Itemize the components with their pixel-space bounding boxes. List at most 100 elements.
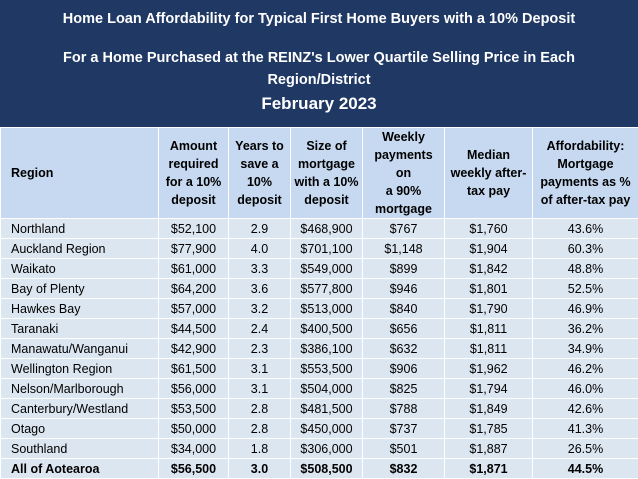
value-cell: $1,794 — [445, 379, 533, 399]
header-line: payments on — [365, 146, 442, 182]
value-cell: 2.4 — [229, 319, 291, 339]
value-cell: $832 — [363, 459, 445, 479]
value-cell: 41.3% — [533, 419, 638, 439]
header-line: Amount — [161, 137, 226, 155]
value-cell: 2.8 — [229, 419, 291, 439]
value-cell: $50,000 — [159, 419, 229, 439]
value-cell: $468,900 — [291, 219, 363, 239]
value-cell: $767 — [363, 219, 445, 239]
value-cell: $61,000 — [159, 259, 229, 279]
value-cell: 46.2% — [533, 359, 638, 379]
region-cell: Otago — [1, 419, 159, 439]
value-cell: $44,500 — [159, 319, 229, 339]
value-cell: $1,962 — [445, 359, 533, 379]
region-cell: Manawatu/Wanganui — [1, 339, 159, 359]
value-cell: 36.2% — [533, 319, 638, 339]
value-cell: $1,887 — [445, 439, 533, 459]
value-cell: 3.2 — [229, 299, 291, 319]
value-cell: $77,900 — [159, 239, 229, 259]
value-cell: $501 — [363, 439, 445, 459]
value-cell: $899 — [363, 259, 445, 279]
value-cell: $34,000 — [159, 439, 229, 459]
value-cell: $400,500 — [291, 319, 363, 339]
region-cell: All of Aotearoa — [1, 459, 159, 479]
column-header: Region — [1, 128, 159, 219]
region-cell: Southland — [1, 439, 159, 459]
subtitle: Region/District — [0, 69, 638, 91]
value-cell: 26.5% — [533, 439, 638, 459]
header-line: Region — [11, 164, 156, 182]
header-line: weekly after- — [447, 164, 530, 182]
value-cell: $504,000 — [291, 379, 363, 399]
region-cell: Canterbury/Westland — [1, 399, 159, 419]
region-cell: Waikato — [1, 259, 159, 279]
value-cell: $840 — [363, 299, 445, 319]
value-cell: $701,100 — [291, 239, 363, 259]
value-cell: $1,811 — [445, 319, 533, 339]
value-cell: $737 — [363, 419, 445, 439]
value-cell: 52.5% — [533, 279, 638, 299]
value-cell: $42,900 — [159, 339, 229, 359]
value-cell: $57,000 — [159, 299, 229, 319]
value-cell: $656 — [363, 319, 445, 339]
header: Home Loan Affordability for Typical Firs… — [0, 0, 638, 127]
region-cell: Northland — [1, 219, 159, 239]
header-line: for a 10% — [161, 173, 226, 191]
value-cell: $1,785 — [445, 419, 533, 439]
value-cell: 43.6% — [533, 219, 638, 239]
header-line: mortgage — [365, 200, 442, 218]
value-cell: $450,000 — [291, 419, 363, 439]
value-cell: $386,100 — [291, 339, 363, 359]
value-cell: $1,801 — [445, 279, 533, 299]
region-cell: Hawkes Bay — [1, 299, 159, 319]
title: Home Loan Affordability for Typical Firs… — [0, 9, 638, 29]
header-line: payments as % — [535, 173, 636, 191]
value-cell: 2.9 — [229, 219, 291, 239]
date: February 2023 — [0, 91, 638, 117]
value-cell: 1.8 — [229, 439, 291, 459]
header-line: of after-tax pay — [535, 191, 636, 209]
header-line: deposit — [231, 191, 288, 209]
header-line: Size of — [293, 137, 360, 155]
header-line: tax pay — [447, 182, 530, 200]
value-cell: $1,842 — [445, 259, 533, 279]
value-cell: $632 — [363, 339, 445, 359]
value-cell: $56,500 — [159, 459, 229, 479]
header-line: Mortgage — [535, 155, 636, 173]
value-cell: 3.0 — [229, 459, 291, 479]
value-cell: $1,811 — [445, 339, 533, 359]
value-cell: 3.3 — [229, 259, 291, 279]
value-cell: $788 — [363, 399, 445, 419]
value-cell: 2.3 — [229, 339, 291, 359]
header-line: Median — [447, 146, 530, 164]
value-cell: 42.6% — [533, 399, 638, 419]
value-cell: 4.0 — [229, 239, 291, 259]
value-cell: 3.6 — [229, 279, 291, 299]
value-cell: $513,000 — [291, 299, 363, 319]
value-cell: $306,000 — [291, 439, 363, 459]
value-cell: $56,000 — [159, 379, 229, 399]
region-cell: Auckland Region — [1, 239, 159, 259]
header-line: deposit — [293, 191, 360, 209]
value-cell: $52,100 — [159, 219, 229, 239]
value-cell: 3.1 — [229, 359, 291, 379]
value-cell: $64,200 — [159, 279, 229, 299]
value-cell: $553,500 — [291, 359, 363, 379]
region-cell: Nelson/Marlborough — [1, 379, 159, 399]
header-line: Years to — [231, 137, 288, 155]
